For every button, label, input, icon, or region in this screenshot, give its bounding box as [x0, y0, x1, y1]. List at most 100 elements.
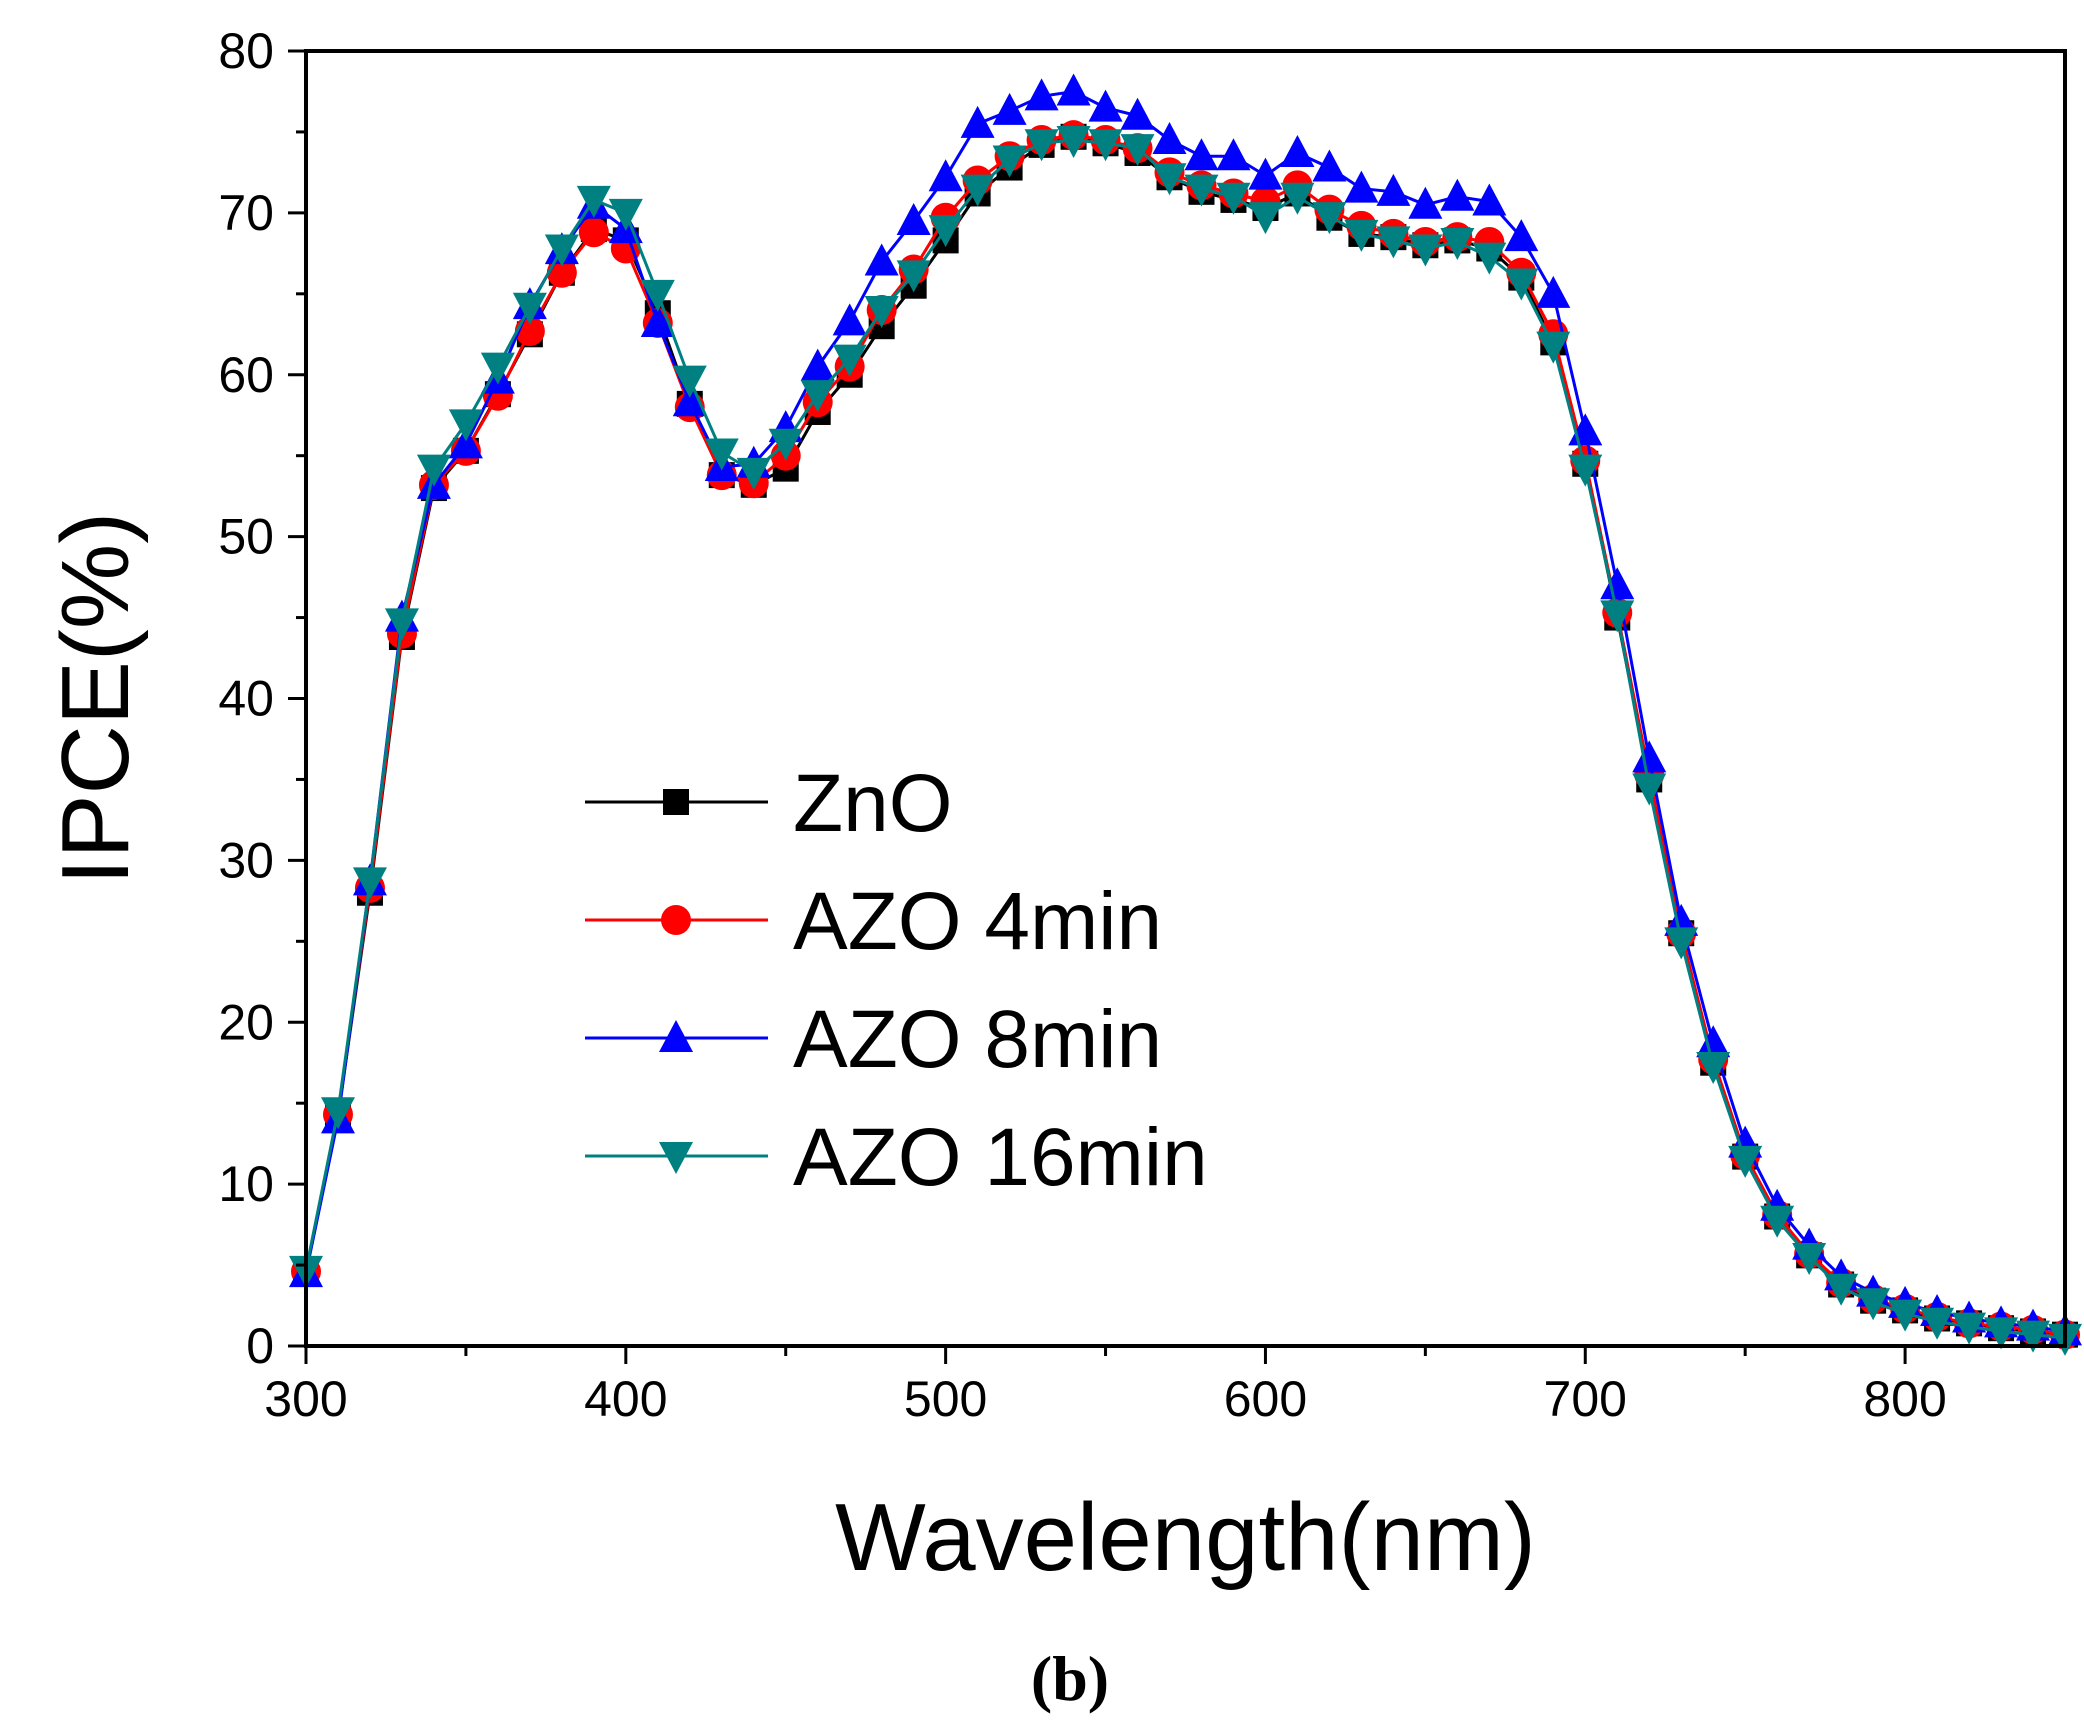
data-point — [1120, 134, 1155, 167]
y-tick-label: 20 — [218, 994, 274, 1050]
series-layer — [289, 73, 2082, 1356]
data-point — [1824, 1273, 1859, 1306]
data-point — [1504, 268, 1539, 301]
x-tick-label: 600 — [1224, 1371, 1307, 1427]
data-point — [2016, 1320, 2051, 1353]
data-point — [512, 292, 547, 325]
data-point — [1664, 927, 1699, 960]
data-point — [1696, 1051, 1731, 1084]
data-point — [1408, 186, 1443, 219]
data-point — [416, 454, 451, 487]
data-point — [1248, 157, 1283, 190]
data-point — [1280, 182, 1315, 215]
data-point — [1760, 1205, 1795, 1238]
data-point — [1184, 138, 1219, 171]
data-point — [1152, 122, 1187, 155]
data-point — [640, 279, 675, 312]
x-tick-label: 500 — [904, 1371, 987, 1427]
data-point — [1344, 170, 1379, 203]
data-point — [1984, 1317, 2019, 1350]
data-point — [1152, 163, 1187, 196]
legend-item: ZnO — [585, 758, 952, 849]
data-point — [608, 198, 643, 231]
data-point — [1536, 331, 1571, 364]
legend-item: AZO 16min — [585, 1112, 1208, 1203]
data-point — [1024, 78, 1059, 111]
legend-label: AZO 8min — [793, 994, 1162, 1085]
data-point — [1024, 129, 1059, 162]
data-point — [1440, 228, 1475, 261]
data-point — [320, 1097, 355, 1130]
y-tick-label: 0 — [246, 1318, 274, 1374]
data-point — [1504, 219, 1539, 252]
data-point — [1056, 73, 1091, 106]
data-point — [672, 365, 707, 398]
legend-label: ZnO — [793, 758, 952, 849]
data-point — [1632, 740, 1667, 773]
data-point — [1312, 149, 1347, 182]
data-point — [1280, 134, 1315, 167]
x-tick-label: 400 — [584, 1371, 667, 1427]
data-point — [576, 185, 611, 218]
ticks-layer: 300 400 500 600 700 800 0 10 20 30 40 50 60 70 80 — [218, 23, 1946, 1427]
data-point — [800, 380, 835, 413]
data-point — [1216, 138, 1251, 171]
data-point — [544, 234, 579, 267]
data-point — [384, 608, 419, 641]
legend-marker — [663, 789, 689, 815]
legend-marker — [659, 1020, 693, 1052]
legend-label: AZO 16min — [793, 1112, 1208, 1203]
data-point — [1184, 174, 1219, 207]
data-point — [1120, 97, 1155, 130]
data-point — [1056, 126, 1091, 159]
data-point — [768, 428, 803, 461]
legend-item: AZO 8min — [585, 994, 1162, 1085]
data-point — [1888, 1299, 1923, 1332]
data-point — [480, 352, 515, 385]
data-point — [928, 159, 963, 192]
data-point — [1696, 1025, 1731, 1058]
data-point — [864, 296, 899, 328]
data-point — [1408, 234, 1443, 267]
data-point — [448, 426, 483, 459]
data-point — [736, 457, 771, 490]
data-point — [1568, 454, 1603, 487]
data-point — [1248, 202, 1283, 235]
y-tick-label: 50 — [218, 509, 274, 565]
data-point — [1472, 183, 1507, 216]
data-point — [864, 243, 899, 276]
figure-caption: (b) — [1031, 1643, 1109, 1714]
x-tick-label: 300 — [264, 1371, 347, 1427]
data-point — [1312, 202, 1347, 235]
legend-label: AZO 4min — [793, 876, 1162, 967]
y-axis-title: IPCE(%) — [42, 512, 149, 885]
data-point — [1632, 773, 1667, 806]
legend-item: AZO 4min — [585, 876, 1162, 967]
y-tick-label: 80 — [218, 23, 274, 79]
data-point — [832, 344, 867, 377]
data-point — [960, 174, 995, 207]
data-point — [800, 348, 835, 381]
data-point — [640, 304, 675, 337]
data-point — [1376, 173, 1411, 206]
legend-marker — [661, 905, 691, 935]
data-point — [832, 303, 867, 336]
data-point — [1600, 567, 1635, 600]
data-point — [928, 215, 963, 248]
data-point — [1472, 242, 1507, 275]
data-point — [1440, 178, 1475, 211]
data-point — [1536, 275, 1571, 308]
data-point — [578, 217, 609, 248]
data-point — [896, 260, 931, 293]
y-tick-label: 30 — [218, 832, 274, 888]
x-tick-label: 700 — [1544, 1371, 1627, 1427]
data-point — [1376, 226, 1411, 259]
y-tick-label: 40 — [218, 671, 274, 727]
series-azo-16min — [289, 126, 2082, 1356]
data-point — [1216, 182, 1251, 215]
y-tick-label: 70 — [218, 185, 274, 241]
data-point — [672, 384, 707, 417]
x-axis-title: Wavelength(nm) — [835, 1484, 1536, 1591]
data-point — [1088, 89, 1123, 122]
